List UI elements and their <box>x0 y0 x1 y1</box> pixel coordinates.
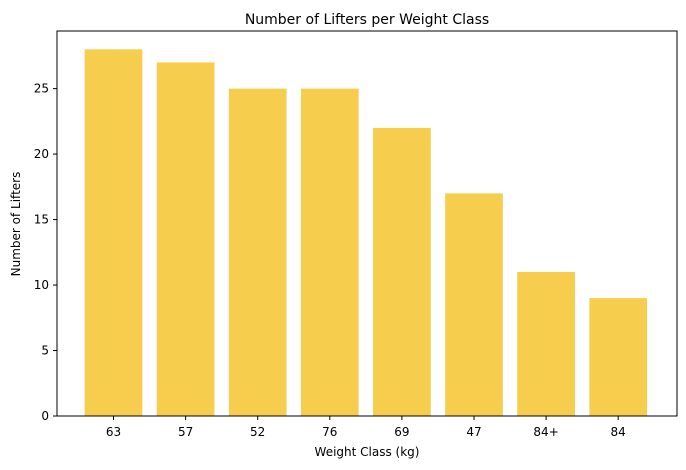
y-tick-label: 20 <box>34 147 49 161</box>
x-tick-label: 52 <box>250 425 265 439</box>
chart-title: Number of Lifters per Weight Class <box>245 12 489 28</box>
x-axis-label: Weight Class (kg) <box>315 445 420 459</box>
y-tick-label: 15 <box>34 213 49 227</box>
bar-84 <box>589 298 648 416</box>
bar-47 <box>445 193 503 416</box>
bar-63 <box>84 49 143 416</box>
y-tick-label: 10 <box>34 278 49 292</box>
y-axis-ticks: 0 5 10 15 20 25 <box>34 82 57 423</box>
bar-84+ <box>517 271 575 416</box>
x-tick-label: 84 <box>611 425 626 439</box>
y-tick-label: 25 <box>34 82 49 96</box>
bar-69 <box>373 127 431 417</box>
x-tick-label: 76 <box>322 425 337 439</box>
x-tick-label: 47 <box>466 425 481 439</box>
bars-group <box>84 49 648 417</box>
x-tick-label: 57 <box>178 425 193 439</box>
x-tick-label: 84+ <box>533 425 558 439</box>
plot-frame <box>56 30 678 417</box>
x-tick-label: 63 <box>106 425 121 439</box>
y-tick-label: 5 <box>41 344 49 358</box>
y-axis-label: Number of Lifters <box>9 172 23 277</box>
x-axis-ticks: 63 57 52 76 69 47 84+ 84 <box>106 416 626 439</box>
bar-76 <box>300 88 359 417</box>
bar-52 <box>228 88 287 417</box>
y-tick-label: 0 <box>41 409 49 423</box>
bar-57 <box>156 62 215 417</box>
x-tick-label: 69 <box>394 425 409 439</box>
